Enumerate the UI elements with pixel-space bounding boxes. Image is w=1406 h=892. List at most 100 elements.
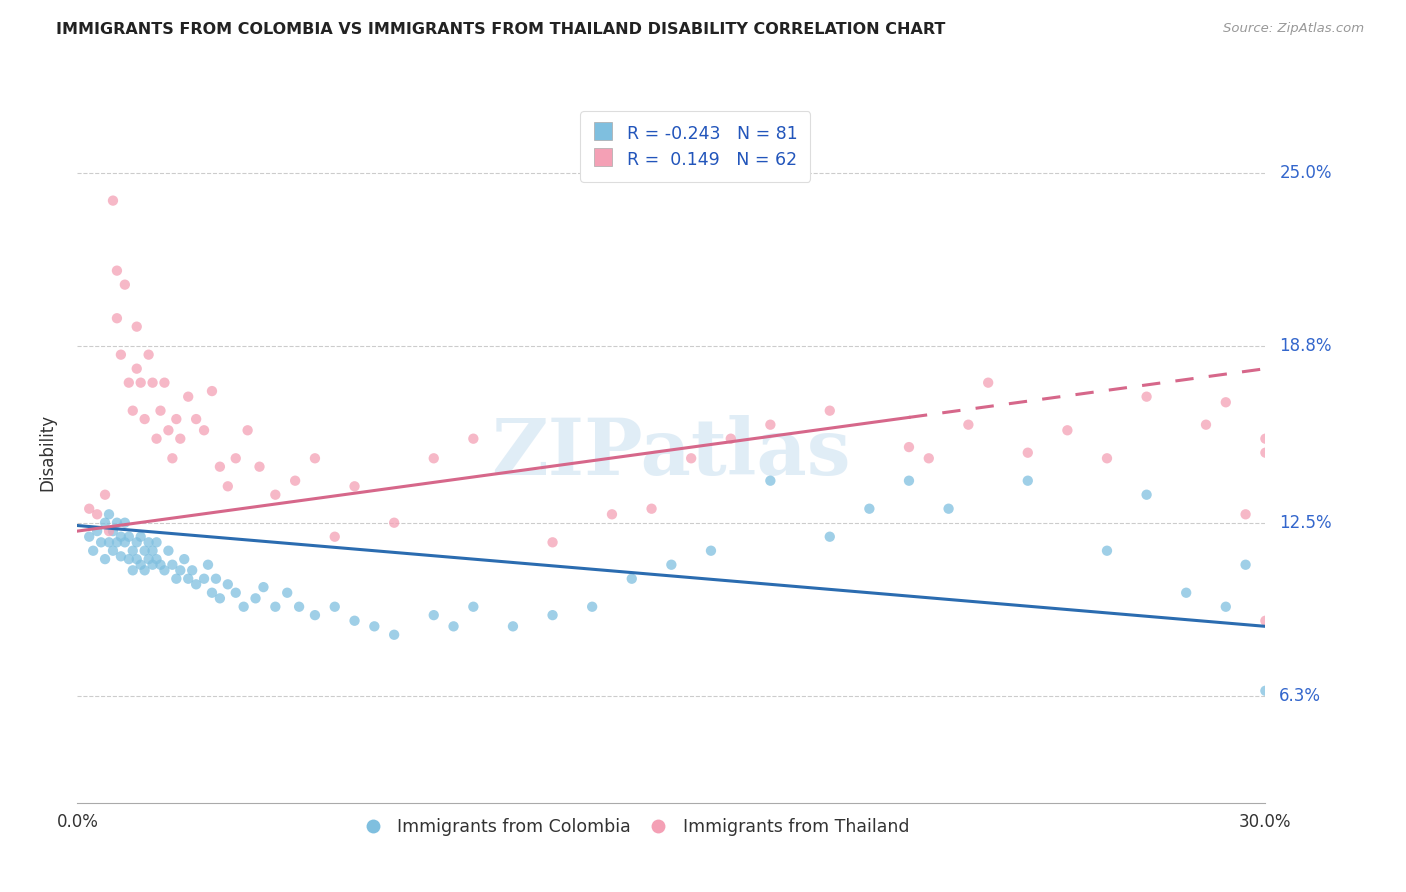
Text: 12.5%: 12.5% (1279, 514, 1331, 532)
Point (201, 586, 224, 600)
Point (118, 552, 141, 566)
Point (1136, 488, 1159, 502)
Point (541, 535, 564, 549)
Point (502, 619, 524, 633)
Point (382, 628, 405, 642)
Point (138, 535, 160, 549)
Point (193, 423, 215, 437)
Point (288, 599, 311, 614)
Point (640, 501, 662, 516)
Point (918, 451, 941, 466)
Point (1095, 451, 1118, 466)
Point (105, 516, 128, 530)
Point (165, 412, 187, 426)
Point (225, 451, 247, 466)
Point (153, 376, 176, 390)
Text: IMMIGRANTS FROM COLOMBIA VS IMMIGRANTS FROM THAILAND DISABILITY CORRELATION CHAR: IMMIGRANTS FROM COLOMBIA VS IMMIGRANTS F… (56, 22, 946, 37)
Point (149, 403, 172, 417)
Point (162, 558, 184, 572)
Point (363, 619, 385, 633)
Point (898, 440, 921, 454)
Point (1254, 614, 1277, 628)
Text: 6.3%: 6.3% (1279, 688, 1322, 706)
Point (134, 563, 156, 577)
Point (98, 524, 121, 538)
Point (1195, 417, 1218, 432)
Point (129, 558, 152, 572)
Point (101, 543, 124, 558)
Point (1215, 599, 1237, 614)
Point (145, 432, 167, 446)
Point (1254, 683, 1277, 698)
Point (1234, 508, 1257, 522)
Point (264, 488, 287, 502)
Point (193, 572, 215, 586)
Point (134, 412, 156, 426)
Y-axis label: Disability: Disability (38, 414, 56, 491)
Text: 18.8%: 18.8% (1279, 337, 1331, 355)
Point (90, 535, 112, 549)
Point (77, 530, 100, 544)
Point (110, 549, 132, 564)
Point (157, 543, 180, 558)
Point (938, 501, 960, 516)
Point (186, 577, 208, 591)
Point (463, 432, 485, 446)
Point (86, 508, 108, 522)
Point (121, 403, 143, 417)
Point (323, 599, 346, 614)
Point (323, 530, 346, 544)
Point (169, 432, 191, 446)
Point (86, 524, 108, 538)
Text: 25.0%: 25.0% (1279, 163, 1331, 182)
Point (1234, 558, 1257, 572)
Point (186, 412, 208, 426)
Point (138, 348, 160, 362)
Point (1095, 543, 1118, 558)
Point (1254, 446, 1277, 460)
Point (169, 563, 191, 577)
Text: Source: ZipAtlas.com: Source: ZipAtlas.com (1223, 22, 1364, 36)
Point (118, 376, 141, 390)
Point (1056, 423, 1078, 437)
Point (681, 451, 703, 466)
Point (142, 376, 165, 390)
Point (105, 535, 128, 549)
Point (276, 586, 298, 600)
Point (177, 572, 200, 586)
Point (121, 563, 143, 577)
Point (600, 508, 623, 522)
Point (114, 516, 136, 530)
Point (245, 591, 267, 606)
Point (759, 474, 782, 488)
Point (1254, 432, 1277, 446)
Point (957, 417, 980, 432)
Point (77, 501, 100, 516)
Point (858, 501, 880, 516)
Point (217, 577, 239, 591)
Point (423, 451, 446, 466)
Point (225, 586, 247, 600)
Point (620, 572, 643, 586)
Point (157, 423, 180, 437)
Point (110, 348, 132, 362)
Point (134, 543, 156, 558)
Point (114, 535, 136, 549)
Point (94, 516, 117, 530)
Point (138, 552, 160, 566)
Point (118, 530, 141, 544)
Legend: Immigrants from Colombia, Immigrants from Thailand: Immigrants from Colombia, Immigrants fro… (356, 811, 917, 843)
Point (125, 535, 148, 549)
Point (343, 479, 366, 493)
Point (581, 599, 603, 614)
Point (201, 384, 224, 398)
Point (205, 572, 228, 586)
Point (125, 361, 148, 376)
Point (208, 459, 231, 474)
Point (153, 563, 176, 577)
Point (343, 614, 366, 628)
Point (121, 543, 143, 558)
Point (818, 530, 841, 544)
Point (661, 558, 683, 572)
Point (173, 552, 195, 566)
